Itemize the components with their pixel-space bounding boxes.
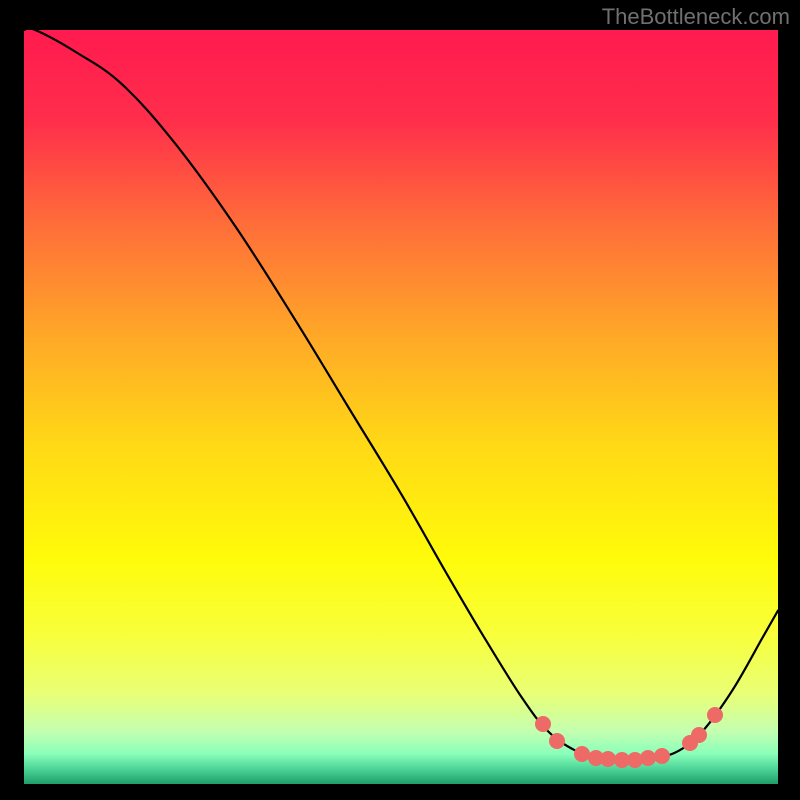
data-marker [691, 727, 707, 743]
watermark-text: TheBottleneck.com [602, 4, 790, 30]
chart-area [24, 30, 778, 784]
data-marker [654, 748, 670, 764]
bottleneck-curve [24, 30, 778, 760]
curve-layer [24, 30, 778, 784]
data-marker [549, 733, 565, 749]
data-marker [535, 716, 551, 732]
data-marker [707, 707, 723, 723]
